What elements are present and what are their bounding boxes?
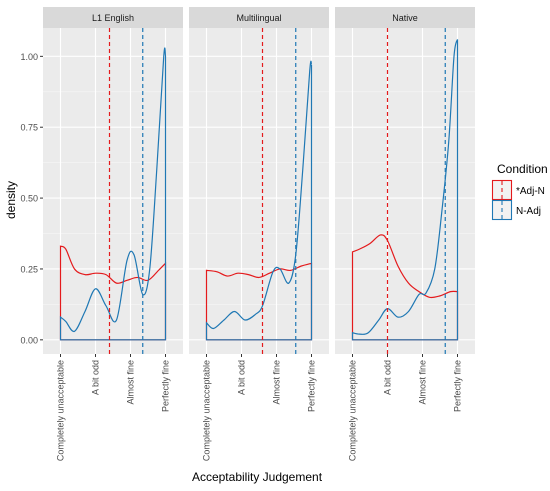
y-tick-label: 0.00 [20, 335, 38, 345]
facet-title: Native [392, 13, 418, 23]
x-tick-label: A bit odd [237, 360, 247, 395]
density-curve-n-adj [205, 60, 313, 341]
x-tick-label: A bit odd [383, 360, 393, 395]
facet-strip [189, 7, 329, 28]
facet-strip [335, 7, 475, 28]
density-curve-adj-n [351, 234, 459, 341]
legend-key-adj-n [491, 179, 513, 201]
y-tick-label: 1.00 [20, 52, 38, 62]
legend-key-n-adj [491, 199, 513, 221]
panel-multilingual: Multilingual Completely unacceptable A bit… [189, 7, 329, 461]
x-tick-label: Completely unacceptable [56, 360, 66, 461]
x-tick-label: Almost fine [418, 360, 428, 405]
plot-background [189, 28, 329, 354]
x-tick-label: Perfectly fine [307, 360, 317, 412]
legend-label-adj-n: *Adj-N [516, 186, 545, 197]
facet-title: Multilingual [236, 13, 281, 23]
facet-strip [43, 7, 183, 28]
legend-title: Condition [497, 162, 548, 176]
density-curve-n-adj [59, 47, 167, 341]
plot-background [43, 28, 183, 354]
x-tick-label: Almost fine [272, 360, 282, 405]
plot-background [335, 28, 475, 354]
x-axis-title: Acceptability Judgement [192, 470, 323, 484]
x-tick-label: Perfectly fine [453, 360, 463, 412]
density-curve-adj-n [59, 245, 167, 341]
x-tick-label: Perfectly fine [161, 360, 171, 412]
x-tick-label: A bit odd [91, 360, 101, 395]
density-curve-n-adj [351, 39, 459, 341]
legend-label-n-adj: N-Adj [516, 206, 541, 217]
y-tick-label: 0.50 [20, 194, 38, 204]
y-tick-label: 0.25 [20, 264, 38, 274]
facet-title: L1 English [92, 13, 134, 23]
panel-l1-english: L1 English Completely unacceptable A bit o… [43, 7, 183, 461]
x-tick-label: Almost fine [126, 360, 136, 405]
panel-native: Native Completely unacceptable A bit odd Al… [335, 7, 475, 461]
y-tick-label: 0.75 [20, 123, 38, 133]
y-axis-title: density [4, 181, 18, 219]
y-axis: 0.00 0.25 0.50 0.75 1.00 [20, 52, 43, 345]
x-tick-label: Completely unacceptable [202, 360, 212, 461]
facet-panels: L1 English Completely unacceptable A bit o… [43, 7, 475, 461]
legend: Condition *Adj-N N-Adj [491, 162, 548, 221]
x-tick-label: Completely unacceptable [348, 360, 358, 461]
